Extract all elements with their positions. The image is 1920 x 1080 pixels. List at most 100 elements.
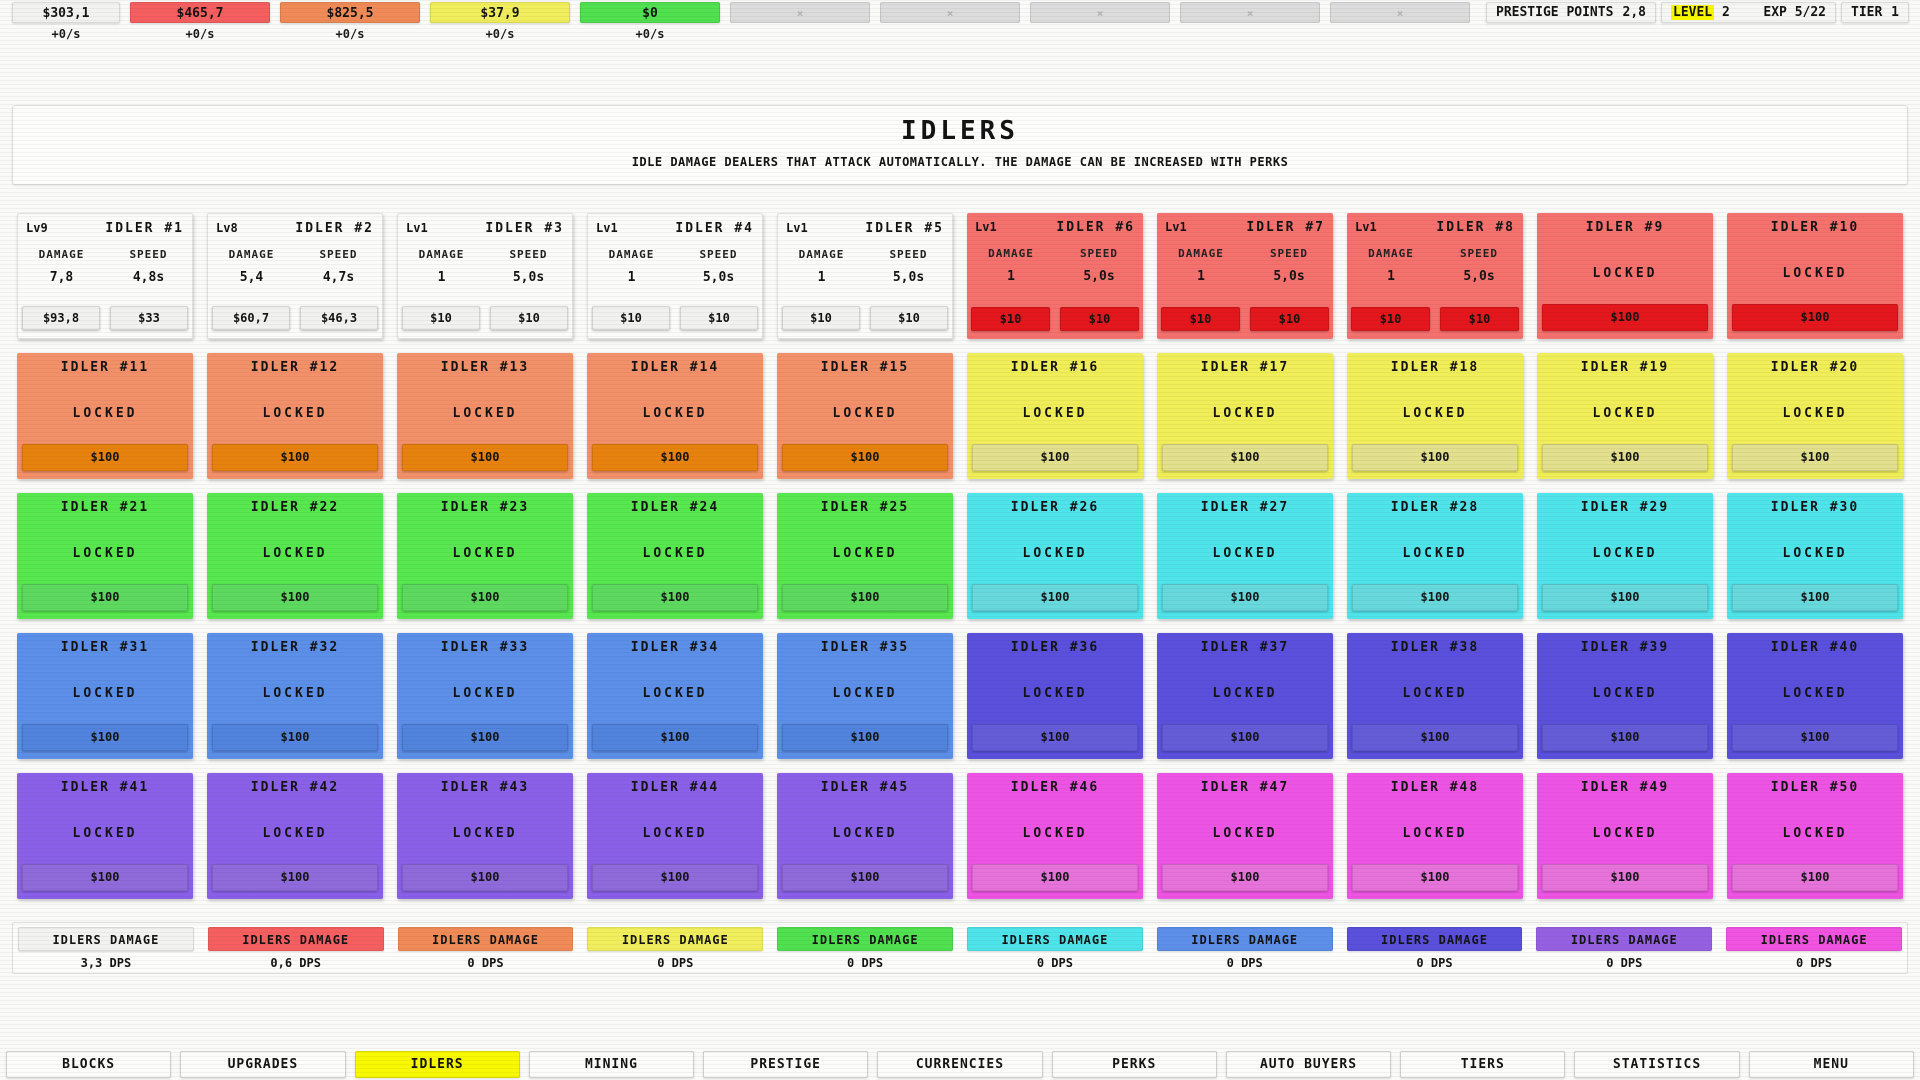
idler-title: IDLER #14 (630, 360, 720, 375)
damage-summary-6: IDLERS DAMAGE 0 DPS (967, 927, 1143, 970)
upgrade-damage-button[interactable]: $10 (1351, 307, 1430, 331)
upgrade-speed-button[interactable]: $10 (490, 306, 568, 330)
currency-rate-4: +0/s (485, 27, 515, 41)
upgrade-speed-button[interactable]: $10 (1060, 307, 1139, 331)
currency-chip-3[interactable]: $825,5 (280, 2, 420, 23)
unlock-button[interactable]: $100 (592, 584, 758, 611)
unlock-button[interactable]: $100 (782, 864, 948, 891)
unlock-button[interactable]: $100 (972, 724, 1138, 751)
unlock-button[interactable]: $100 (22, 724, 188, 751)
currency-chip-5[interactable]: $0 (580, 2, 720, 23)
unlock-button[interactable]: $100 (1542, 444, 1708, 471)
unlock-button[interactable]: $100 (212, 864, 378, 891)
unlock-button[interactable]: $100 (1162, 724, 1328, 751)
nav-tab-upgrades[interactable]: UPGRADES (180, 1051, 346, 1078)
unlock-button[interactable]: $100 (1732, 584, 1898, 611)
currency-chip-1[interactable]: $303,1 (12, 2, 120, 23)
unlock-button[interactable]: $100 (1542, 724, 1708, 751)
idler-damage-label: DAMAGE (38, 248, 85, 261)
unlock-button[interactable]: $100 (972, 444, 1138, 471)
unlock-button[interactable]: $100 (22, 584, 188, 611)
currency-chip-locked-7[interactable]: × (880, 2, 1020, 23)
unlock-button[interactable]: $100 (212, 444, 378, 471)
unlock-button[interactable]: $100 (782, 584, 948, 611)
nav-tab-prestige[interactable]: PRESTIGE (703, 1051, 869, 1078)
currency-chip-2[interactable]: $465,7 (130, 2, 270, 23)
nav-tab-mining[interactable]: MINING (528, 1051, 695, 1078)
upgrade-speed-button[interactable]: $10 (870, 306, 948, 330)
unlock-button[interactable]: $100 (1732, 304, 1898, 331)
idler-title: IDLER #7 (1246, 220, 1325, 235)
upgrade-speed-button[interactable]: $10 (1440, 307, 1519, 331)
idler-card-15: IDLER #15 LOCKED $100 (777, 353, 953, 479)
idler-card-50: IDLER #50 LOCKED $100 (1727, 773, 1903, 899)
idler-card-header: Lv1 IDLER #6 (967, 213, 1143, 235)
currency-chip-4[interactable]: $37,9 (430, 2, 570, 23)
upgrade-speed-button[interactable]: $46,3 (300, 306, 378, 330)
idler-damage-stat: DAMAGE 1 (1157, 247, 1245, 284)
upgrade-damage-button[interactable]: $10 (402, 306, 480, 330)
currency-chip-locked-8[interactable]: × (1030, 2, 1170, 23)
unlock-button[interactable]: $100 (1162, 864, 1328, 891)
unlock-button[interactable]: $100 (1352, 444, 1518, 471)
unlock-button[interactable]: $100 (1352, 864, 1518, 891)
nav-tab-blocks[interactable]: BLOCKS (6, 1051, 172, 1078)
unlock-button[interactable]: $100 (1352, 724, 1518, 751)
nav-tab-currencies[interactable]: CURRENCIES (877, 1051, 1043, 1078)
currency-chip-locked-6[interactable]: × (730, 2, 870, 23)
unlock-button[interactable]: $100 (782, 724, 948, 751)
unlock-button[interactable]: $100 (592, 724, 758, 751)
unlock-button[interactable]: $100 (1352, 584, 1518, 611)
upgrade-speed-button[interactable]: $10 (1250, 307, 1329, 331)
nav-tab-statistics[interactable]: STATISTICS (1574, 1051, 1740, 1078)
unlock-button[interactable]: $100 (402, 724, 568, 751)
nav-tab-perks[interactable]: PERKS (1051, 1051, 1217, 1078)
damage-dps-value: 0 DPS (1416, 956, 1453, 970)
idler-damage-label: DAMAGE (988, 247, 1034, 260)
unlock-button[interactable]: $100 (592, 864, 758, 891)
idler-speed-value: 5,0s (1083, 269, 1115, 284)
idler-damage-label: DAMAGE (798, 248, 845, 261)
unlock-button[interactable]: $100 (22, 444, 188, 471)
damage-summary-10: IDLERS DAMAGE 0 DPS (1726, 927, 1902, 970)
upgrade-damage-button[interactable]: $10 (971, 307, 1050, 331)
locked-label: LOCKED (452, 406, 518, 421)
upgrade-speed-button[interactable]: $33 (110, 306, 188, 330)
unlock-button[interactable]: $100 (1732, 724, 1898, 751)
idler-title: IDLER #11 (60, 360, 150, 375)
nav-tab-auto-buyers[interactable]: AUTO BUYERS (1225, 1051, 1392, 1078)
unlock-button[interactable]: $100 (972, 864, 1138, 891)
unlock-button[interactable]: $100 (212, 584, 378, 611)
nav-tab-idlers[interactable]: IDLERS (354, 1051, 520, 1078)
unlock-button[interactable]: $100 (212, 724, 378, 751)
upgrade-damage-button[interactable]: $60,7 (212, 306, 290, 330)
upgrade-damage-button[interactable]: $93,8 (22, 306, 100, 330)
damage-summary-chip: IDLERS DAMAGE (777, 927, 953, 951)
unlock-button[interactable]: $100 (402, 584, 568, 611)
unlock-button[interactable]: $100 (1162, 444, 1328, 471)
upgrade-damage-button[interactable]: $10 (592, 306, 670, 330)
unlock-button[interactable]: $100 (1162, 584, 1328, 611)
nav-tab-tiers[interactable]: TIERS (1400, 1051, 1566, 1078)
unlock-button[interactable]: $100 (782, 444, 948, 471)
unlock-button[interactable]: $100 (592, 444, 758, 471)
unlock-button[interactable]: $100 (1732, 864, 1898, 891)
unlock-button[interactable]: $100 (1542, 584, 1708, 611)
locked-label: LOCKED (1402, 826, 1468, 841)
currency-chip-locked-10[interactable]: × (1330, 2, 1470, 23)
upgrade-speed-button[interactable]: $10 (680, 306, 758, 330)
page-header-panel: IDLERS IDLE DAMAGE DEALERS THAT ATTACK A… (12, 105, 1908, 185)
upgrade-damage-button[interactable]: $10 (1161, 307, 1240, 331)
unlock-button[interactable]: $100 (1542, 864, 1708, 891)
unlock-button[interactable]: $100 (402, 864, 568, 891)
unlock-button[interactable]: $100 (22, 864, 188, 891)
upgrade-damage-button[interactable]: $10 (782, 306, 860, 330)
unlock-button[interactable]: $100 (972, 584, 1138, 611)
nav-tab-menu[interactable]: MENU (1748, 1051, 1914, 1078)
unlock-button[interactable]: $100 (1542, 304, 1708, 331)
unlock-button[interactable]: $100 (402, 444, 568, 471)
idler-level: Lv1 (1165, 220, 1187, 234)
idler-title: IDLER #42 (250, 780, 340, 795)
unlock-button[interactable]: $100 (1732, 444, 1898, 471)
currency-chip-locked-9[interactable]: × (1180, 2, 1320, 23)
